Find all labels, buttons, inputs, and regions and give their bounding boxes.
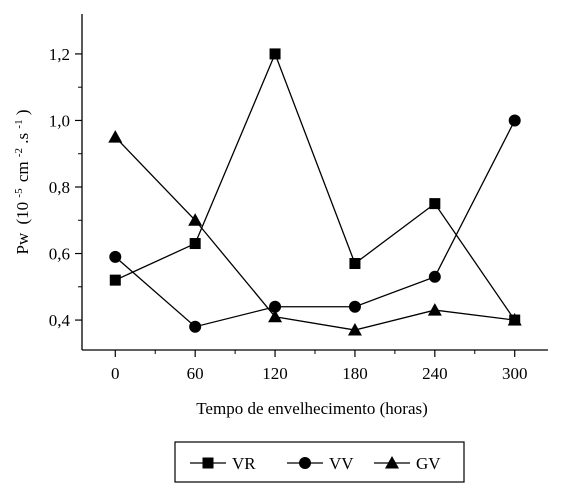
data-point-vv [428,270,441,283]
data-point-vv [109,250,122,263]
y-axis-label: Pw (10 -5 cm -2 .s -1 ) [7,110,32,255]
data-point-vr [269,48,281,60]
series-markers [108,48,522,336]
data-point-vr [349,258,361,270]
data-point-vv [189,320,202,333]
y-axis-label-close: ) [13,110,32,116]
y-axis-label-open: (10 [13,202,32,225]
data-point-vr [429,198,441,210]
data-point-gv [268,309,283,323]
x-axis-label: Tempo de envelhecimento (horas) [196,399,428,418]
series-lines [114,52,516,331]
legend-label-vr: VR [232,454,256,473]
x-tick-label: 0 [111,364,120,383]
series-line-gv [114,136,515,331]
y-axis-label-mid: cm [13,161,32,182]
y-tick-label: 0,4 [49,311,71,330]
data-point-gv [507,313,522,326]
y-axis-label-exp1: -5 [13,188,25,198]
x-tick-label: 180 [342,364,368,383]
x-tick-label: 60 [187,364,204,383]
y-tick-label: 0,6 [49,245,70,264]
legend-label-gv: GV [416,454,441,473]
data-point-gv [347,323,362,336]
series-line-vv [114,120,516,328]
x-tick-label: 300 [502,364,528,383]
y-tick-label: 1,0 [49,111,70,130]
data-point-vv [348,300,361,313]
y-tick-label: 0,8 [49,178,70,197]
y-ticks: 0,4 0,6 0,8 1,0 1,2 [49,45,82,330]
y-axis-label-dot: .s [13,133,32,144]
data-point-vr [109,274,121,286]
y-axis-label-exp3: -1 [13,119,25,128]
x-ticks: 0 60 120 180 240 300 [111,350,527,383]
data-point-vr [189,238,201,250]
y-axis-label-exp2: -2 [13,148,25,157]
data-point-gv [188,213,203,226]
plot-area: 0,4 0,6 0,8 1,0 1,2 0 60 120 180 240 300 [49,14,548,383]
legend-marker-vr [202,457,214,469]
legend-box [174,441,465,483]
data-point-vv [508,114,521,127]
data-point-gv [427,303,442,316]
x-tick-label: 120 [262,364,288,383]
y-tick-label: 1,2 [49,45,70,64]
legend: VR VV GV [174,441,465,483]
legend-marker-vv [299,457,311,469]
x-tick-label: 240 [422,364,448,383]
legend-marker-gv [385,456,399,469]
data-point-gv [108,130,123,143]
series-line-vr [115,52,516,321]
y-axis-label-main: Pw [13,232,32,254]
legend-label-vv: VV [329,454,354,473]
data-point-vv [269,300,282,313]
